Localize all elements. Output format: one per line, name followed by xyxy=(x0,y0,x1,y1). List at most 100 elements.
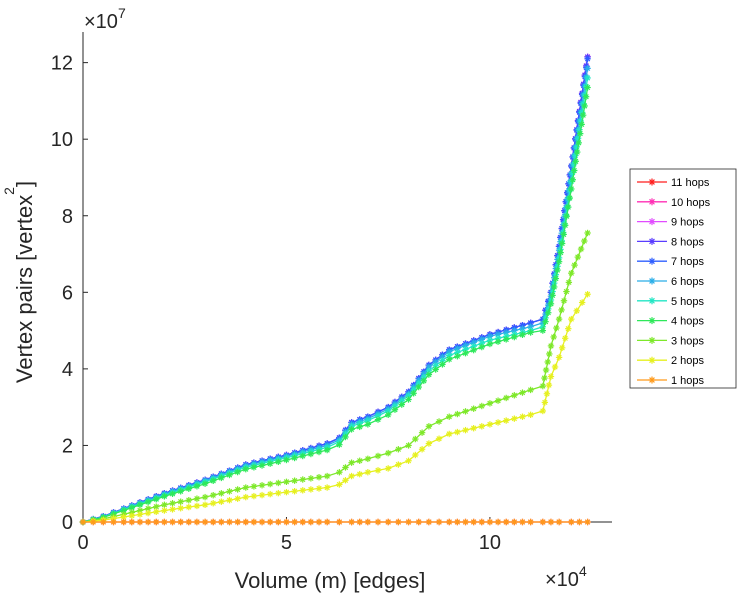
series-point xyxy=(395,446,402,453)
series-point xyxy=(161,507,168,514)
series-point xyxy=(201,518,209,526)
series-point xyxy=(454,410,461,418)
legend-label: 6 hops xyxy=(671,276,705,288)
x-tick-label: 5 xyxy=(281,532,292,554)
series-point xyxy=(299,452,306,460)
series-point xyxy=(275,458,282,466)
series-point xyxy=(581,102,588,110)
series-point xyxy=(558,306,565,314)
x-tick-label: 0 xyxy=(77,532,88,554)
series-point xyxy=(193,495,201,502)
series-point xyxy=(584,55,591,62)
series-point xyxy=(234,486,241,493)
series-point xyxy=(323,518,331,526)
series-1-hops xyxy=(79,518,591,526)
series-point xyxy=(342,433,349,441)
series-point xyxy=(218,498,225,505)
series-point xyxy=(435,518,443,526)
series-point xyxy=(435,418,443,425)
series-point xyxy=(550,333,557,341)
series-point xyxy=(210,500,217,507)
series-point xyxy=(541,399,549,406)
series-point xyxy=(470,405,477,412)
series-point xyxy=(575,139,582,147)
series-point xyxy=(648,237,656,245)
series-point xyxy=(161,493,168,500)
series-point xyxy=(275,518,282,526)
series-point xyxy=(234,518,241,526)
series-point xyxy=(336,518,343,526)
series-point xyxy=(315,518,323,526)
series-point xyxy=(547,300,555,307)
series-point xyxy=(185,496,192,504)
series-point xyxy=(557,249,564,256)
series-point xyxy=(193,483,201,490)
legend: 11 hops 10 hops 9 hops 8 hops 7 hops 6 hops 5 … xyxy=(629,168,737,389)
series-point xyxy=(291,454,298,462)
legend-entry: 8 hops xyxy=(637,236,705,248)
series-point xyxy=(527,386,534,394)
series-point xyxy=(446,413,453,420)
series-point xyxy=(364,518,372,526)
series-point xyxy=(193,518,201,526)
series-point xyxy=(576,518,583,526)
series-point xyxy=(307,475,315,482)
series-point xyxy=(425,371,433,378)
series-point xyxy=(226,488,233,495)
series-point xyxy=(342,464,349,471)
y-tick-label: 8 xyxy=(62,206,73,228)
series-point xyxy=(210,477,217,485)
series-point xyxy=(201,493,209,501)
series-point xyxy=(577,245,585,253)
series-point xyxy=(648,317,656,325)
series-point xyxy=(242,493,249,501)
series-point xyxy=(299,518,306,526)
series-point xyxy=(563,288,570,295)
series-point xyxy=(568,185,575,193)
series-line xyxy=(82,87,589,523)
series-point xyxy=(425,423,433,430)
series-point xyxy=(226,496,233,504)
legend-entry: 10 hops xyxy=(637,197,711,209)
series-point xyxy=(177,498,184,505)
y-tick-label: 0 xyxy=(62,512,73,534)
series-point xyxy=(511,333,518,341)
series-point xyxy=(454,353,461,360)
series-point xyxy=(494,397,502,404)
series-point xyxy=(582,93,590,100)
series-point xyxy=(110,518,117,526)
series-point xyxy=(558,240,566,247)
series-point xyxy=(565,279,573,286)
series-point xyxy=(446,430,453,438)
series-point xyxy=(648,218,656,226)
series-point xyxy=(283,456,290,464)
series-point xyxy=(258,482,266,489)
legend-entry: 3 hops xyxy=(637,335,705,347)
series-point xyxy=(573,307,580,315)
series-point xyxy=(242,465,249,473)
series-point xyxy=(551,363,559,371)
series-point xyxy=(568,315,575,323)
series-point xyxy=(454,428,461,436)
series-point xyxy=(563,213,570,220)
series-point xyxy=(348,518,355,526)
series-point xyxy=(574,253,582,261)
series-point xyxy=(539,518,547,526)
series-point xyxy=(323,472,331,480)
series-point xyxy=(584,518,591,526)
series-point xyxy=(258,491,266,499)
series-point xyxy=(250,464,258,471)
series-point xyxy=(578,299,586,306)
series-point xyxy=(136,518,144,526)
series-point xyxy=(648,336,656,344)
series-point xyxy=(266,490,274,498)
series-point xyxy=(571,261,578,269)
series-point xyxy=(177,488,184,495)
series-point xyxy=(234,468,241,476)
series-3-hops xyxy=(79,229,591,526)
series-point xyxy=(519,518,526,526)
series-point xyxy=(395,461,402,468)
series-point xyxy=(539,327,547,334)
series-point xyxy=(250,518,258,526)
series-point xyxy=(560,297,568,304)
